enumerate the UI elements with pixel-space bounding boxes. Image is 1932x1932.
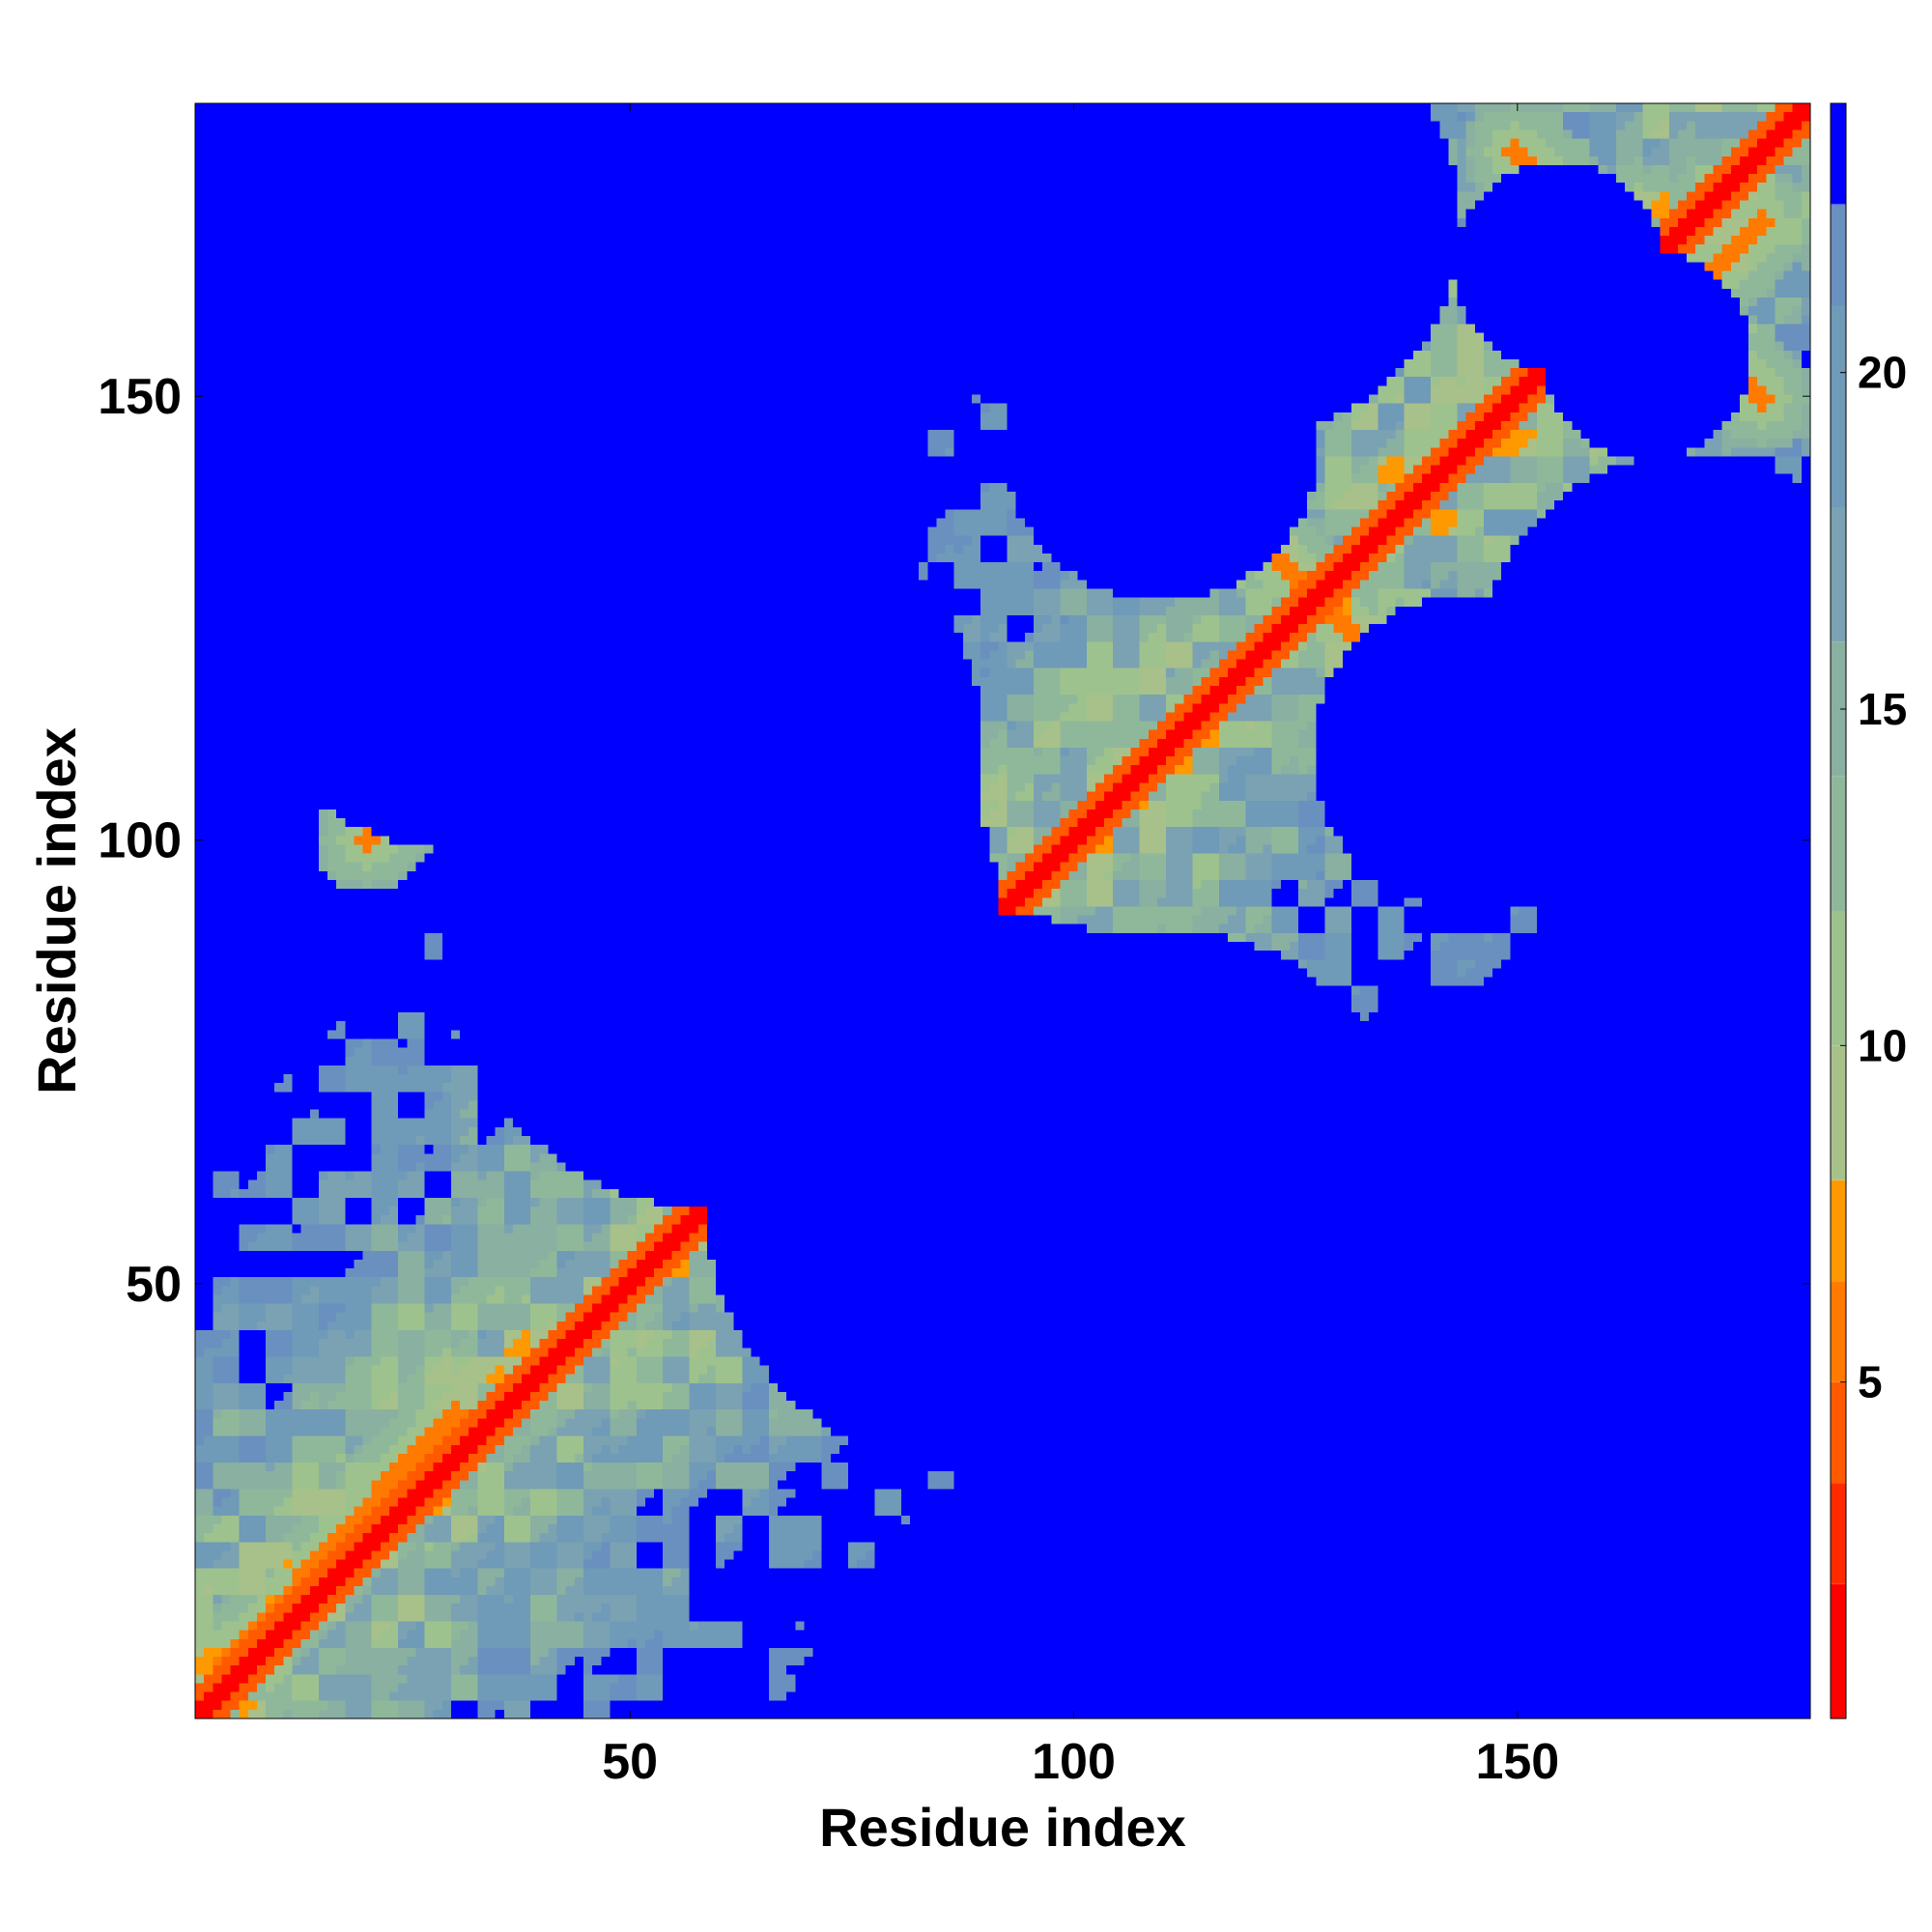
distance-heatmap (195, 103, 1810, 1719)
x-tick-label: 150 (1475, 1734, 1559, 1790)
x-axis-title: Residue index (819, 1797, 1186, 1858)
plot-frame (194, 102, 1811, 1719)
y-tick-label: 50 (126, 1257, 182, 1313)
y-tick-label: 100 (98, 813, 182, 869)
x-tick-label: 50 (602, 1734, 658, 1790)
colorbar-tick-label: 20 (1858, 348, 1907, 398)
x-tick-label: 100 (1032, 1734, 1116, 1790)
y-tick-label: 150 (98, 369, 182, 425)
colorbar-frame (1830, 102, 1847, 1719)
colorbar-tick-label: 15 (1858, 684, 1907, 734)
colorbar-tick-label: 5 (1858, 1357, 1883, 1407)
colorbar-tick-label: 10 (1858, 1020, 1907, 1070)
colorbar (1831, 103, 1846, 1719)
y-axis-title: Residue index (26, 727, 87, 1094)
